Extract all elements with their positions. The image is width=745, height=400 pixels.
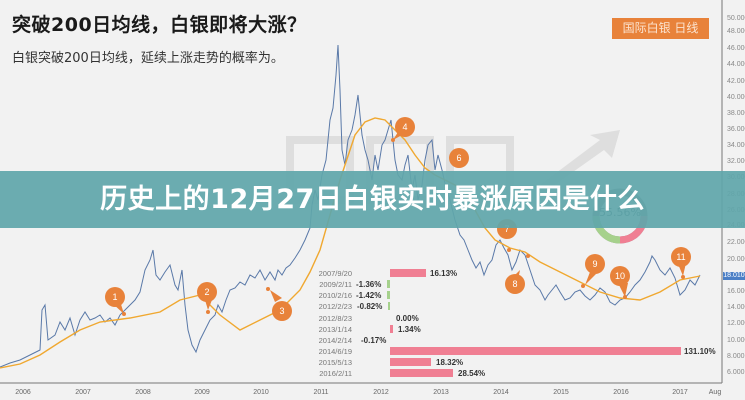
y-tick: 46.000 bbox=[727, 45, 745, 52]
y-tick: 34.000 bbox=[727, 142, 745, 149]
x-tick: 2015 bbox=[553, 389, 569, 396]
breakout-pct: -1.42% bbox=[356, 291, 382, 300]
y-tick: 36.000 bbox=[727, 126, 745, 133]
instrument-tag: 国际白银 日线 bbox=[612, 18, 709, 39]
breakout-date: 2007/9/20 bbox=[318, 269, 352, 278]
y-tick: 22.000 bbox=[727, 239, 745, 246]
y-tick: 16.000 bbox=[727, 288, 745, 295]
breakout-pct: 131.10% bbox=[684, 347, 716, 356]
y-tick: 38.000 bbox=[727, 110, 745, 117]
x-tick: 2016 bbox=[613, 389, 629, 396]
y-tick: 42.000 bbox=[727, 78, 745, 85]
x-tick: 2008 bbox=[135, 389, 151, 396]
x-tick: 2011 bbox=[313, 389, 329, 396]
y-tick: 8.000 bbox=[727, 353, 745, 360]
y-tick: 44.000 bbox=[727, 61, 745, 68]
breakout-bar bbox=[390, 325, 393, 333]
y-tick: 12.000 bbox=[727, 320, 745, 327]
marker-9: 9 bbox=[585, 254, 605, 274]
marker-3: 3 bbox=[272, 301, 292, 321]
breakout-bar bbox=[390, 369, 453, 377]
x-tick: 2017 bbox=[672, 389, 688, 396]
breakout-pct: -0.82% bbox=[357, 302, 383, 311]
breakout-pct: 1.34% bbox=[398, 325, 421, 334]
breakout-date: 2010/2/16 bbox=[318, 291, 352, 300]
breakout-pct: 16.13% bbox=[430, 269, 458, 278]
headline-text: 历史上的12月27日白银实时暴涨原因是什么 bbox=[100, 184, 645, 215]
breakout-date: 2013/1/14 bbox=[318, 325, 352, 334]
moving-average-line bbox=[0, 117, 701, 369]
current-price-tag: 18.010 bbox=[723, 272, 745, 280]
breakout-pct: -0.17% bbox=[361, 336, 387, 345]
x-tick: 2010 bbox=[253, 389, 269, 396]
marker-8: 8 bbox=[505, 274, 525, 294]
breakout-pct: 0.00% bbox=[396, 314, 419, 323]
breakout-bar bbox=[387, 291, 390, 299]
x-tick: 2007 bbox=[75, 389, 91, 396]
breakout-bar bbox=[390, 269, 426, 277]
x-tick: 2012 bbox=[373, 389, 389, 396]
x-tick: 2013 bbox=[433, 389, 449, 396]
x-tick: 2006 bbox=[15, 389, 31, 396]
breakout-bar bbox=[387, 280, 390, 288]
chart-subtitle: 白银突破200日均线，延续上涨走势的概率为。 bbox=[12, 51, 284, 66]
y-tick: 14.000 bbox=[727, 304, 745, 311]
y-tick: 20.000 bbox=[727, 256, 745, 263]
breakout-bar bbox=[390, 358, 431, 366]
breakout-pct: 18.32% bbox=[436, 358, 464, 367]
breakout-date: 2012/8/23 bbox=[318, 314, 352, 323]
marker-6: 6 bbox=[449, 148, 469, 168]
breakout-date: 2012/2/23 bbox=[318, 302, 352, 311]
y-tick: 32.000 bbox=[727, 158, 745, 165]
breakout-bar bbox=[388, 302, 390, 310]
marker-4: 4 bbox=[395, 117, 415, 137]
y-tick: 48.000 bbox=[727, 28, 745, 35]
x-tick: 2014 bbox=[493, 389, 509, 396]
marker-10: 10 bbox=[610, 266, 630, 286]
headline-banner: 历史上的12月27日白银实时暴涨原因是什么 bbox=[0, 171, 745, 228]
x-tick: 2009 bbox=[194, 389, 210, 396]
marker-1: 1 bbox=[105, 287, 125, 307]
y-tick: 10.000 bbox=[727, 337, 745, 344]
breakout-date: 2014/6/19 bbox=[318, 347, 352, 356]
x-tick: Aug bbox=[708, 389, 722, 396]
breakout-pct: 28.54% bbox=[458, 369, 486, 378]
breakout-date: 2009/2/11 bbox=[319, 280, 352, 289]
marker-2: 2 bbox=[197, 282, 217, 302]
y-tick: 40.000 bbox=[727, 94, 745, 101]
marker-11: 11 bbox=[671, 247, 691, 267]
breakout-date: 2016/2/11 bbox=[319, 369, 352, 378]
breakout-bar bbox=[390, 347, 681, 355]
breakout-pct: -1.36% bbox=[356, 280, 382, 289]
price-line bbox=[0, 44, 701, 368]
breakout-date: 2014/2/14 bbox=[318, 336, 352, 345]
y-tick: 50.000 bbox=[727, 15, 745, 22]
breakout-date: 2015/5/13 bbox=[318, 358, 352, 367]
chart-title: 突破200日均线，白银即将大涨？ bbox=[12, 14, 307, 36]
y-tick: 6.000 bbox=[727, 369, 745, 376]
